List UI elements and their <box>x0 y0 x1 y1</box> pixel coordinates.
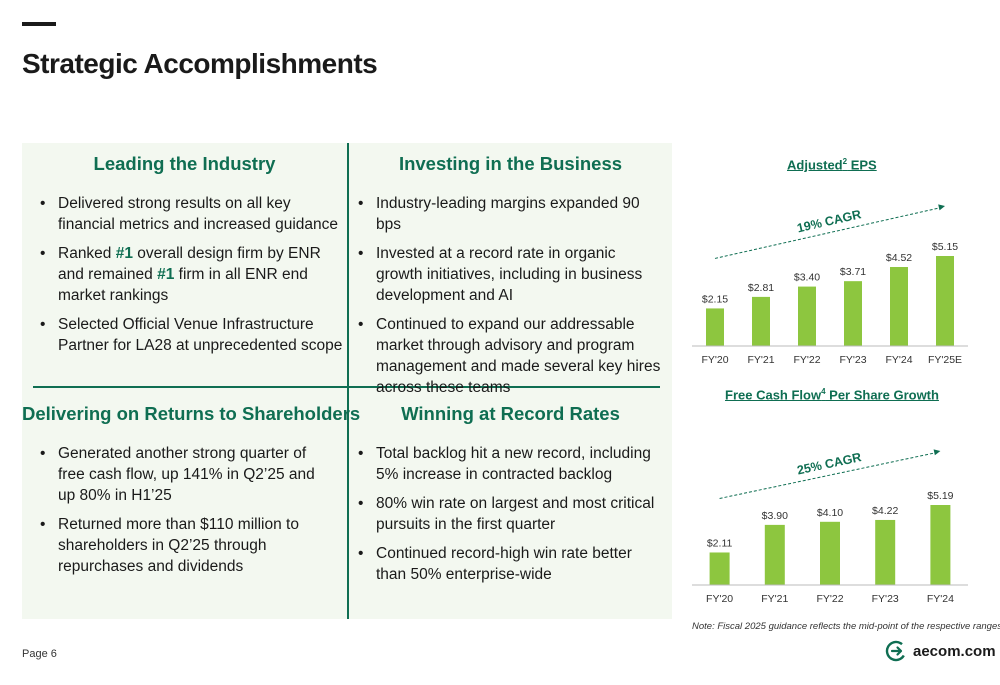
aecom-logo: aecom.com <box>885 640 996 662</box>
leading-bullet-2: Ranked #1 overall design firm by ENR and… <box>34 243 346 306</box>
page-title: Strategic Accomplishments <box>22 48 378 79</box>
x-tick-label: FY'24 <box>885 354 912 366</box>
leading-bullet-3: Selected Official Venue Infrastructure P… <box>34 314 346 356</box>
bar-FY'22 <box>820 521 840 585</box>
arrowhead-icon <box>933 449 941 456</box>
x-tick-label: FY'24 <box>927 593 954 605</box>
logo-text: aecom.com <box>913 642 996 660</box>
investing-bullet-1: Industry-leading margins expanded 90 bps <box>352 193 662 235</box>
leading-list: Delivered strong results on all key fina… <box>34 193 346 364</box>
returns-list: Generated another strong quarter of free… <box>34 443 316 585</box>
eps-chart: $2.15 FY'20 $2.81 FY'21 $3.40 FY'22 $3.71 FY'23… <box>692 204 968 366</box>
arrowhead-icon <box>938 204 945 211</box>
investing-bullet-2: Invested at a record rate in organic gro… <box>352 243 662 306</box>
investing-list: Industry-leading margins expanded 90 bps… <box>352 193 662 406</box>
x-tick-label: FY'23 <box>872 593 899 605</box>
bar-FY'22 <box>798 286 816 346</box>
eps-chart-title: Adjusted2 EPS <box>787 157 877 173</box>
x-tick-label: FY'20 <box>701 354 728 366</box>
page-number: Page 6 <box>22 648 57 660</box>
bar-FY'24 <box>890 267 908 346</box>
data-label: $2.11 <box>707 537 733 549</box>
investing-heading: Investing in the Business <box>398 153 623 174</box>
data-label: $4.22 <box>872 505 898 517</box>
cagr-label: 19% CAGR <box>796 207 863 235</box>
data-label: $3.40 <box>794 272 820 284</box>
winning-list: Total backlog hit a new record, includin… <box>352 443 662 593</box>
x-tick-label: FY'22 <box>793 354 820 366</box>
x-tick-label: FY'23 <box>839 354 866 366</box>
fcf-chart-title: Free Cash Flow4 Per Share Growth <box>725 387 939 403</box>
data-label: $3.90 <box>762 510 788 522</box>
leading-bullet-1: Delivered strong results on all key fina… <box>34 193 346 235</box>
bar-FY'20 <box>706 308 724 346</box>
title-accent-bar <box>22 22 56 26</box>
x-tick-label: FY'21 <box>761 593 788 605</box>
bar-FY'23 <box>844 281 862 346</box>
returns-bullet-2: Returned more than $110 million to share… <box>34 514 316 577</box>
data-label: $4.10 <box>817 507 843 519</box>
bar-FY'23 <box>875 519 896 585</box>
bar-FY'21 <box>752 296 770 346</box>
leading-heading: Leading the Industry <box>93 153 276 174</box>
data-label: $2.81 <box>748 282 774 294</box>
returns-bullet-1: Generated another strong quarter of free… <box>34 443 316 506</box>
fcf-chart: $2.11 FY'20 $3.90 FY'21 $4.10 FY'22 $4.22 FY'23… <box>692 449 968 605</box>
data-label: $3.71 <box>840 266 866 278</box>
winning-heading: Winning at Record Rates <box>401 403 620 424</box>
bar-FY'20 <box>709 552 730 585</box>
bar-FY'21 <box>764 524 785 585</box>
bar-FY'24 <box>930 505 951 585</box>
data-label: $5.19 <box>927 490 953 502</box>
vertical-divider <box>347 143 349 619</box>
horizontal-divider <box>33 386 660 388</box>
x-tick-label: FY'25E <box>928 354 962 366</box>
data-label: $5.15 <box>932 241 958 253</box>
data-label: $2.15 <box>702 293 728 305</box>
returns-heading: Delivering on Returns to Shareholders <box>22 403 361 424</box>
aecom-logo-icon <box>885 640 907 662</box>
winning-bullet-1: Total backlog hit a new record, includin… <box>352 443 662 485</box>
cagr-trend-arrow <box>714 207 940 259</box>
cagr-trend-arrow <box>719 452 935 499</box>
cagr-label: 25% CAGR <box>796 450 863 477</box>
footnote: Note: Fiscal 2025 guidance reflects the … <box>692 621 1000 632</box>
x-tick-label: FY'21 <box>747 354 774 366</box>
investing-bullet-3: Continued to expand our addressable mark… <box>352 314 662 398</box>
bar-FY'25E <box>936 256 954 346</box>
x-tick-label: FY'20 <box>706 593 733 605</box>
x-tick-label: FY'22 <box>816 593 843 605</box>
winning-bullet-2: 80% win rate on largest and most critica… <box>352 493 662 535</box>
winning-bullet-3: Continued record-high win rate better th… <box>352 543 662 585</box>
data-label: $4.52 <box>886 252 912 264</box>
